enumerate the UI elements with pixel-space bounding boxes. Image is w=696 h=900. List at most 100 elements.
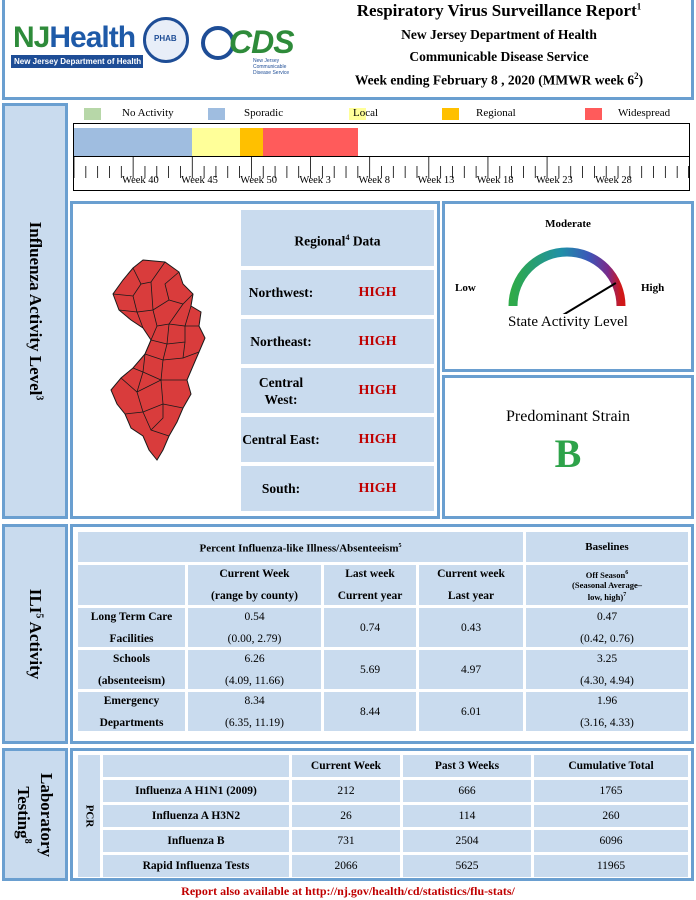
ili-current-value: 6.26 [244, 652, 265, 665]
lab-col-past-3-weeks: Past 3 Weeks [403, 755, 531, 777]
region-name: Northeast: [250, 334, 312, 349]
lab-col-current-week: Current Week [292, 755, 400, 777]
regional-row: Central East: HIGH [241, 417, 434, 462]
legend-label: Sporadic [244, 107, 284, 119]
legend-swatch [585, 108, 602, 120]
regional-data-table: Regional4 Data Northwest: HIGH Northeast: H… [241, 210, 434, 511]
col-last-week-line2: Current year [337, 590, 403, 602]
ili-current-range: (0.00, 2.79) [227, 632, 282, 645]
gauge-high-label: High [641, 282, 665, 294]
ili-table-title-footnote: 5 [398, 542, 402, 549]
ili-row-name-line1: Schools [112, 652, 151, 665]
tick-label: Week 3 [299, 175, 331, 186]
tick-label: Week 28 [595, 175, 632, 186]
ili-last-week-cell: 5.69 [324, 650, 416, 689]
influenza-activity-label: Influenza Activity Level3 [25, 222, 45, 401]
ili-current-range: (4.09, 11.66) [225, 674, 284, 687]
ili-baseline-range: (0.42, 0.76) [580, 632, 634, 645]
legend-item: No Activity [70, 106, 690, 120]
title-block: Respiratory Virus Surveillance Report1 N… [305, 0, 693, 89]
laboratory-testing-side-label: Laboratory Testing8 [2, 748, 68, 881]
col-baseline-footnote-7: 7 [623, 592, 627, 598]
tick-label: Week 23 [535, 175, 573, 186]
lab-col-cumulative-total: Cumulative Total [534, 755, 688, 777]
lab-cumulative-total-cell: 11965 [534, 855, 688, 877]
ili-row-name-line2: Facilities [109, 632, 154, 645]
laboratory-testing-table: PCR Current Week Past 3 Weeks Cumulative… [78, 755, 688, 877]
week-ending-line: Week ending February 8 , 2020 (MMWR week… [305, 71, 693, 89]
activity-gauge [508, 247, 626, 314]
phab-seal-icon: PHAB [143, 17, 189, 63]
legend-swatch [349, 108, 366, 120]
ili-current-week-cell: 8.34 (6.35, 11.19) [188, 692, 321, 731]
cds-logo-text: CDS [229, 24, 295, 60]
tick-label: Week 8 [358, 175, 391, 186]
regional-map-panel: Regional4 Data Northwest: HIGH Northeast: H… [70, 201, 440, 519]
laboratory-testing-label: Laboratory Testing8 [14, 772, 56, 856]
gauge-low-label: Low [455, 282, 476, 294]
legend-item: Local [70, 106, 690, 120]
laboratory-testing-panel: PCR Current Week Past 3 Weeks Cumulative… [70, 748, 694, 881]
regional-data-heading: Regional4 Data [241, 210, 434, 266]
ili-row-name-line1: Long Term Care [90, 610, 173, 623]
lab-past-3-weeks-cell: 5625 [403, 855, 531, 877]
lab-past-3-weeks-cell: 666 [403, 780, 531, 802]
ili-row-header-empty [78, 565, 185, 605]
ili-table-title-text: Percent Influenza-like Illness/Absenteei… [199, 542, 399, 555]
new-jersey-shape [110, 259, 206, 461]
col-baseline-line2: (Seasonal Average– [572, 580, 642, 590]
week-close-paren: ) [638, 72, 644, 88]
col-baseline-line1: Off Season6 [586, 568, 628, 580]
department-name: New Jersey Department of Health [401, 27, 597, 42]
timeline-segment [263, 128, 358, 156]
regional-heading-footnote: 4 [345, 233, 350, 242]
ili-baseline-value: 3.25 [596, 652, 618, 665]
ili-last-year-cell: 0.43 [419, 608, 523, 647]
activity-timeline-panel: No Activity Sporadic Local Regional Widespre… [70, 103, 694, 199]
ili-table-title: Percent Influenza-like Illness/Absenteei… [78, 532, 523, 562]
county-borders [112, 261, 200, 437]
region-level: HIGH [358, 333, 397, 349]
lab-row-name: Rapid Influenza Tests [103, 855, 289, 877]
legend-label: Regional [476, 107, 516, 119]
nj-health-logo: NJHealth New Jersey Department of Health [11, 17, 161, 69]
nj-health-logo-text: NJHealth [13, 21, 136, 54]
col-last-year-line2: Last year [447, 590, 495, 602]
ili-current-week-cell: 6.26 (4.09, 11.66) [188, 650, 321, 689]
cds-logo: CDS New Jersey Communicable Disease Serv… [201, 22, 303, 76]
predominant-strain-value: B [554, 431, 582, 476]
col-last-year-line1: Current week [437, 568, 505, 580]
laboratory-label-line2: Testing [14, 785, 34, 839]
ili-row-name-line1: Emergency [103, 694, 160, 707]
influenza-activity-footnote: 3 [33, 395, 45, 401]
ili-row-name-line2: (absenteeism) [97, 674, 166, 687]
gauge-moderate-label: Moderate [545, 218, 591, 230]
influenza-activity-side-label: Influenza Activity Level3 [2, 103, 68, 519]
state-activity-level-caption: State Activity Level [508, 314, 628, 330]
cds-logo-subtitle: New Jersey Communicable Disease Service [253, 58, 290, 76]
legend-item: Sporadic [70, 106, 690, 120]
regional-data-rows: Northwest: HIGH Northeast: HIGH Central West… [241, 270, 434, 511]
ili-row-name: Schools (absenteeism) [78, 650, 185, 689]
ili-current-week-cell: 0.54 (0.00, 2.79) [188, 608, 321, 647]
regional-heading-text: Regional [294, 233, 346, 249]
legend-label: Widespread [618, 107, 671, 119]
laboratory-label-line1: Laboratory [36, 772, 56, 857]
timeline-segment [74, 128, 193, 156]
ili-baseline-cell: 1.96 (3.16, 4.33) [526, 692, 688, 731]
lab-cumulative-total-cell: 260 [534, 805, 688, 827]
ili-label-rest: Activity [26, 618, 45, 680]
new-jersey-map-icon [110, 259, 206, 461]
ili-activity-panel: Percent Influenza-like Illness/Absenteei… [70, 524, 694, 744]
legend-swatch [84, 108, 101, 120]
report-title-text: Respiratory Virus Surveillance Report [356, 1, 637, 20]
tick-label: Week 40 [122, 175, 159, 186]
tick-label: Week 18 [476, 175, 514, 186]
legend-swatch [208, 108, 225, 120]
week-tick-marks [74, 156, 689, 178]
tick-label: Week 50 [240, 175, 278, 186]
report-footer-link-text: Report also available at http://nj.gov/h… [181, 884, 515, 898]
activity-timeline-fill [74, 128, 689, 156]
nj-health-logo-subtitle: New Jersey Department of Health [11, 55, 143, 68]
timeline-segment [192, 128, 240, 156]
